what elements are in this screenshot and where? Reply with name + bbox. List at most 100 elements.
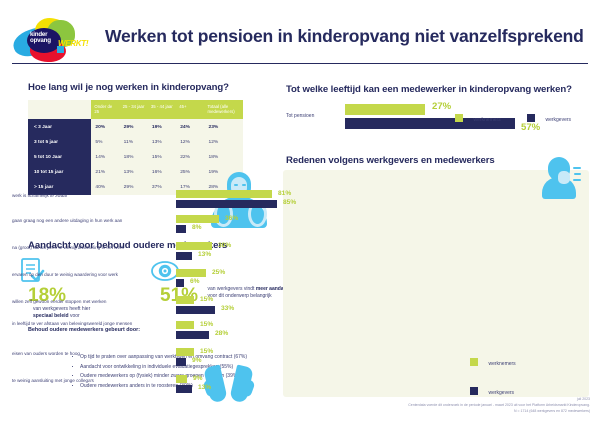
behoud-list: Op tijd te praten over aanpassing van we… (28, 352, 298, 391)
reden-label: na (groot) aantal jaren te weinig afwiss… (12, 245, 124, 250)
sneeze-line-2 (574, 173, 581, 175)
table-col-header-2: 25 - 34 jaar (119, 100, 148, 120)
reden-label: gaan graag nog een andere uitdaging in h… (12, 218, 123, 223)
reden-bar-werkgevers (176, 305, 215, 314)
page-header: kinder opvang WERKT! Werken tot pensioen… (0, 0, 600, 66)
sneeze-line-3 (573, 179, 581, 181)
reden-value-werkgevers: 8% (192, 224, 202, 231)
table-cell: 12% (204, 134, 243, 150)
sneezing-person-icon (540, 157, 584, 199)
logo-square (57, 46, 64, 53)
reden-value-werknemers: 36% (225, 214, 239, 222)
logo: kinder opvang WERKT! (10, 15, 91, 64)
table-col-header-1: Onder de 25 (91, 100, 120, 120)
reden-value-werknemers: 25% (212, 268, 226, 276)
redenen-heading: Redenen volgens werkgevers en medewerker… (286, 155, 495, 166)
table-col-header-5: Totaal (alle medewerkers) (204, 100, 243, 120)
reden-bar-werknemers (176, 190, 272, 199)
reden-value-werknemers: 9% (193, 374, 203, 382)
table-row-label: 10 tot 15 jaar (28, 164, 92, 181)
table-cell: 23% (204, 119, 243, 135)
person-eye-left (234, 184, 238, 186)
reden-value-werkgevers: 28% (215, 330, 229, 337)
table-row-label: > 15 jaar (28, 180, 92, 196)
table-row-label: 5 tot 10 Jaar (28, 149, 92, 165)
reden-label: in leeftijd te ver afstaan van belevings… (12, 321, 133, 326)
table-cell: 15% (147, 149, 177, 165)
logo-core (27, 28, 61, 53)
table-cell: 40% (91, 180, 120, 196)
table-cell: 19% (147, 119, 177, 135)
legend-top-werknemers: werknemers (455, 108, 501, 126)
reden-value-werknemers: 15% (200, 295, 214, 303)
reden-bar-werknemers (176, 269, 206, 278)
table-row-label: < 3 Jaar (28, 119, 92, 135)
reden-bar-werkgevers (176, 199, 277, 208)
legend-label-werknemers: werknemers (473, 117, 501, 123)
reden-bar-werkgevers (176, 251, 192, 260)
reden-label: te weinig aansluiting met jonge collega'… (12, 378, 94, 383)
reden-label: willen zelf gewoon eerder stoppen met we… (12, 299, 107, 304)
reden-bar-werkgevers (176, 224, 186, 233)
stat-description: van werkgevers vindt meer aandacht voor … (207, 286, 292, 300)
logo-werkt-text: WERKT! (58, 39, 89, 48)
table-cell: 21% (91, 164, 120, 181)
reden-bar-werknemers (176, 215, 219, 224)
reden-bar-werkgevers (176, 330, 209, 339)
footer: juli 2023 Centerdata voerde dit onderzoe… (408, 396, 590, 414)
table-section-heading: Hoe lang wil je nog werken in kinderopva… (28, 82, 229, 93)
table-cell: 22% (176, 149, 205, 165)
list-item: Aandacht voor ontwikkeling in individuel… (68, 362, 298, 373)
table-cell: 25% (176, 164, 205, 181)
table-cell: 14% (91, 149, 120, 165)
legend-item-werknemers: werknemers (470, 352, 516, 370)
bar-werknemers-tot-pensioen (345, 104, 425, 115)
table-row: 3 tot 5 jaar 5% 11% 13% 12% 12% (28, 134, 243, 150)
table-cell: 12% (176, 134, 205, 150)
logo-wordmark: kinder opvang (30, 31, 51, 44)
reden-bar-werknemers (176, 348, 194, 357)
person2-hand (558, 171, 570, 184)
reden-bar-werknemers (176, 242, 212, 251)
reden-bar-werkgevers (176, 357, 186, 366)
reden-label: eisen van ouders worden te hoog (12, 351, 80, 356)
stat-percentage: 18% (28, 285, 67, 306)
legend-item-werkgevers: werkgevers (470, 381, 516, 399)
footer-source-line-2: N = 1714 (648 werkgevers en 872 medewerk… (514, 409, 590, 413)
table-cell: 29% (119, 119, 148, 135)
redenen-legend: werknemers werkgevers (470, 352, 516, 410)
reden-value-werkgevers: 13% (198, 384, 212, 391)
table-cell: 29% (119, 180, 148, 196)
reden-value-werkgevers: 33% (221, 305, 235, 312)
logo-line-1: kinder (30, 31, 48, 38)
reden-value-werknemers: 30% (218, 241, 232, 249)
tot-leeftijd-heading: Tot welke leeftijd kan een medewerker in… (286, 84, 572, 95)
table-cell: 37% (147, 180, 177, 196)
reden-label: ervaren op den duur te weinig waardering… (12, 272, 118, 277)
werken-duur-table: Onder de 25 25 - 34 jaar 35 - 44 jaar 45… (28, 100, 243, 196)
behoud-list-title: Behoud oudere medewerkers gebeurt door: (28, 327, 141, 333)
table-row: < 3 Jaar 20% 29% 19% 24% 23% (28, 119, 243, 135)
legend-label-werkgevers: werkgevers (488, 390, 515, 396)
reden-value-werkgevers: 9% (192, 357, 202, 364)
stat-description: van werkgevers heeft hier speciaal belei… (33, 306, 91, 320)
footer-source-line-1: Centerdata voerde dit onderzoek in de pe… (408, 403, 590, 407)
table-col-header-3: 35 - 44 jaar (147, 100, 177, 120)
table-row-label: 3 tot 5 jaar (28, 134, 92, 150)
sneeze-line-1 (573, 167, 581, 169)
legend-swatch-werknemers (455, 114, 463, 122)
table-cell: 13% (147, 134, 177, 150)
stat-block-18: 18% van werkgevers heeft hier speciaal b… (28, 286, 148, 324)
redenen-chart-panel (283, 170, 589, 397)
reden-value-werkgevers: 13% (198, 251, 212, 258)
logo-line-2: opvang (30, 37, 51, 44)
legend-label-werkgevers: werkgevers (545, 117, 572, 123)
reden-value-werknemers: 15% (200, 320, 214, 328)
legend-label-werknemers: werknemers (488, 361, 516, 367)
aandacht-heading: Aandacht voor behoud oudere medewerkers (28, 240, 228, 251)
table-cell: 24% (176, 119, 205, 135)
table-cell: 16% (147, 164, 177, 181)
bar-value-werknemers: 27% (432, 101, 452, 112)
table-cell: 20% (91, 119, 120, 135)
header-divider (12, 63, 588, 65)
